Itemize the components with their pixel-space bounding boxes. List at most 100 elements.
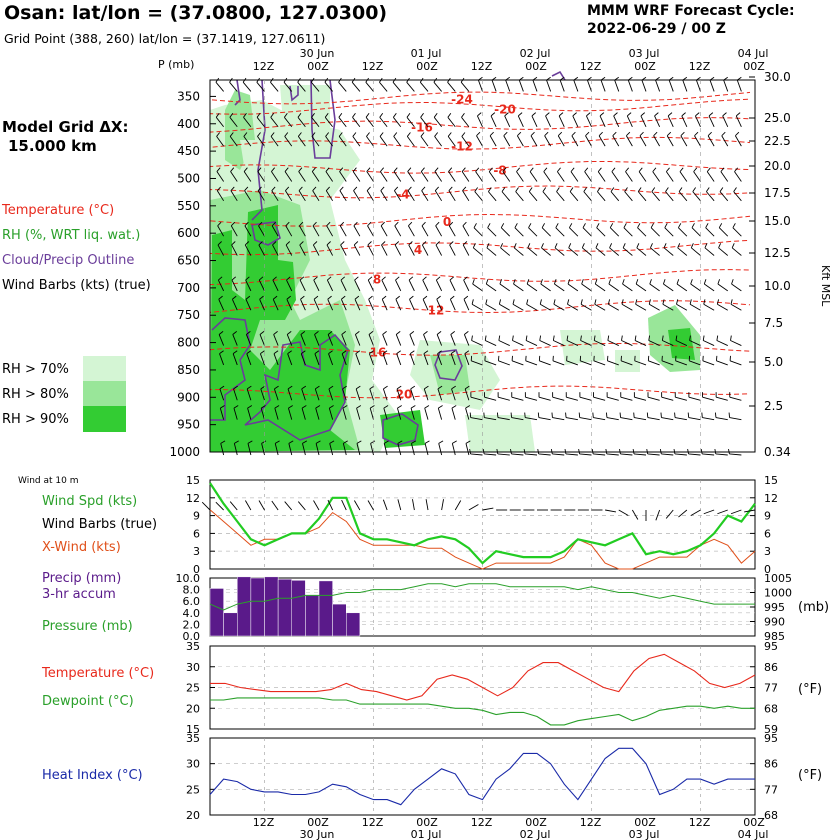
section-barb-shaft bbox=[552, 360, 565, 366]
section-barb-flag bbox=[597, 187, 601, 192]
surface-wind-barb bbox=[703, 509, 715, 515]
section-barb-shaft bbox=[314, 353, 320, 366]
section-barb-flag bbox=[229, 132, 234, 137]
section-barb-flag bbox=[434, 167, 439, 172]
section-barb-flag bbox=[220, 440, 226, 444]
section-barb-shaft bbox=[257, 171, 265, 182]
section-barb-flag bbox=[217, 221, 222, 227]
section-barb-shaft bbox=[463, 334, 470, 346]
section-barb-shaft bbox=[381, 279, 388, 292]
section-barb-flag bbox=[469, 448, 471, 455]
section-barb-shaft bbox=[627, 79, 633, 92]
section-barb-flag bbox=[287, 385, 293, 390]
section-barb-shaft bbox=[217, 225, 225, 237]
section-barb-shaft bbox=[215, 81, 224, 92]
section-barb-shaft bbox=[636, 247, 647, 256]
section-barb-shaft bbox=[421, 244, 429, 256]
legend-wind-barbs-10m: Wind Barbs (true) bbox=[42, 517, 158, 532]
heat-index-line bbox=[209, 747, 755, 806]
legend-pressure: Pressure (mb) bbox=[42, 619, 133, 634]
section-barb-shaft bbox=[679, 171, 688, 182]
section-barb-flag bbox=[243, 132, 248, 137]
pressure-tick-label: 800 bbox=[177, 336, 200, 350]
section-barb-flag bbox=[297, 132, 302, 137]
section-barb-flag bbox=[450, 295, 455, 300]
section-barb-shaft bbox=[621, 303, 633, 311]
section-barb-flag bbox=[599, 112, 605, 117]
surface-wind-barb bbox=[468, 504, 479, 511]
section-barb-shaft bbox=[623, 227, 633, 237]
section-barb-flag bbox=[646, 448, 649, 455]
section-barb-shaft bbox=[634, 360, 647, 366]
section-barb-shaft bbox=[314, 334, 320, 346]
section-barb-flag bbox=[553, 279, 557, 285]
section-barb-flag bbox=[526, 279, 530, 285]
section-barb-flag bbox=[648, 335, 651, 341]
section-barb-shaft bbox=[352, 171, 361, 182]
section-barb-shaft bbox=[518, 79, 524, 92]
section-barb-shaft bbox=[475, 171, 483, 182]
section-barb-flag bbox=[490, 112, 496, 117]
section-barb-flag bbox=[465, 440, 471, 444]
grid-point-subtitle: Grid Point (388, 260) lat/lon = (37.1419… bbox=[4, 31, 326, 46]
section-barb-flag bbox=[581, 279, 584, 285]
section-barb-flag bbox=[368, 331, 374, 335]
section-barb-flag bbox=[379, 132, 384, 137]
section-barb-shaft bbox=[470, 417, 483, 421]
section-barb-flag bbox=[406, 132, 411, 137]
section-barb-shaft bbox=[678, 191, 688, 202]
section-barb-flag bbox=[652, 167, 657, 172]
section-barb-flag bbox=[449, 276, 455, 281]
section-barb-flag bbox=[595, 243, 599, 249]
top-hour-label: 12Z bbox=[362, 60, 384, 73]
section-barb-shaft bbox=[229, 136, 238, 147]
section-barb-flag bbox=[498, 335, 501, 341]
section-barb-shaft bbox=[567, 303, 579, 311]
top-hour-label: 00Z bbox=[307, 60, 329, 73]
section-barb-flag bbox=[355, 385, 361, 390]
section-barb-shaft bbox=[610, 191, 620, 202]
section-barb-shaft bbox=[311, 117, 320, 128]
precip-bar bbox=[209, 588, 224, 637]
section-barb-flag bbox=[244, 241, 250, 246]
section-barb-shaft bbox=[382, 388, 388, 401]
section-barb-shaft bbox=[434, 171, 442, 182]
section-barb-shaft bbox=[285, 190, 293, 202]
section-barb-shaft bbox=[257, 136, 265, 147]
section-barb-flag bbox=[436, 276, 441, 281]
section-barb-shaft bbox=[729, 417, 742, 421]
section-barb-flag bbox=[424, 440, 430, 444]
section-barb-shaft bbox=[230, 171, 238, 182]
section-barb-flag bbox=[395, 331, 401, 335]
precip-bar bbox=[346, 612, 361, 637]
section-barb-shaft bbox=[288, 407, 293, 420]
section-barb-shaft bbox=[635, 303, 647, 311]
section-barb-flag bbox=[676, 279, 680, 285]
section-barb-shaft bbox=[451, 443, 456, 456]
section-barb-flag bbox=[594, 279, 598, 285]
section-barb-shaft bbox=[625, 171, 633, 182]
section-barb-shaft bbox=[230, 225, 238, 237]
section-barb-shaft bbox=[219, 353, 225, 366]
section-barb-flag bbox=[297, 113, 302, 118]
section-barb-flag bbox=[484, 335, 487, 341]
section-barb-flag bbox=[380, 167, 385, 172]
section-barb-flag bbox=[717, 279, 721, 285]
section-barb-shaft bbox=[311, 136, 320, 147]
section-barb-flag bbox=[219, 350, 224, 355]
section-barb-flag bbox=[608, 279, 612, 285]
height-tick-label: 15.0 bbox=[764, 214, 791, 228]
section-barb-flag bbox=[448, 186, 453, 191]
section-barb-shaft bbox=[438, 443, 443, 456]
section-barb-flag bbox=[393, 167, 398, 172]
section-barb-flag bbox=[622, 243, 626, 249]
section-barb-flag bbox=[554, 243, 558, 249]
section-barb-shaft bbox=[661, 417, 674, 421]
height-unit-label: Kft MSL bbox=[819, 265, 832, 307]
section-barb-flag bbox=[694, 131, 699, 137]
section-barb-flag bbox=[486, 243, 490, 249]
section-barb-shaft bbox=[447, 117, 456, 128]
section-barb-shaft bbox=[559, 79, 565, 92]
section-barb-flag bbox=[496, 448, 499, 455]
section-barb-shaft bbox=[256, 81, 265, 92]
